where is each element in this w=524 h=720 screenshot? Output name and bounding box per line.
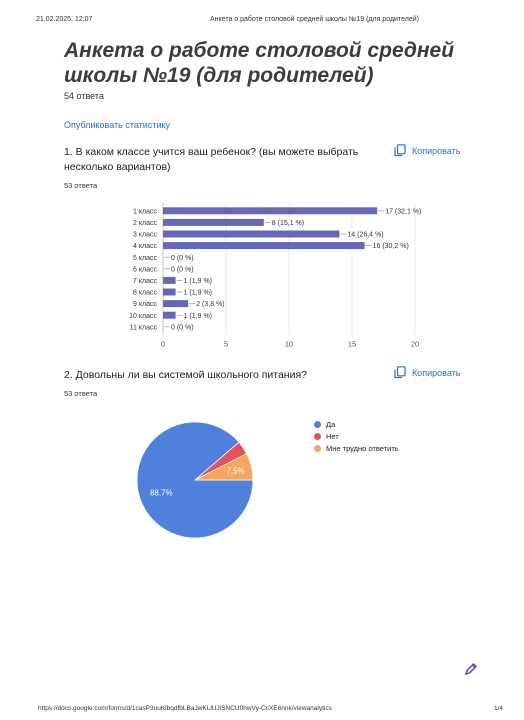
data-label: 0 (0 %) (171, 266, 194, 273)
data-label: 1 (1,9 %) (184, 313, 212, 320)
category-label: 10 класс (129, 313, 157, 320)
pie-slice (194, 453, 254, 481)
bar (163, 311, 176, 319)
bar (163, 242, 365, 250)
question-2-response-count: 53 ответа (64, 389, 98, 398)
copy-button-q1[interactable]: Копировать (394, 144, 460, 157)
data-label: 1 (1,9 %) (184, 278, 212, 285)
x-tick-label: 15 (348, 340, 356, 349)
legend-item-da: Да (314, 418, 399, 430)
legend-label: Мне трудно ответить (326, 443, 399, 453)
print-page-title: Анкета о работе столовой средней школы №… (210, 16, 419, 23)
category-label: 1 класс (133, 208, 157, 215)
form-title: Анкета о работе столовой средней школы №… (64, 39, 455, 87)
data-label: 1 (1,9 %) (184, 290, 212, 297)
question-1-title: 1. В каком классе учится ваш ребенок? (в… (64, 146, 359, 173)
bar (163, 218, 264, 226)
pie-slice-label: 88,7% (150, 488, 173, 497)
pie-legend: Да Нет Мне трудно ответить (314, 418, 399, 454)
publish-statistics-link[interactable]: Опубликовать статистику (64, 120, 171, 130)
pie-chart-satisfaction: 88,7% 7,5% (136, 421, 254, 539)
data-label: 8 (15,1 %) (272, 220, 304, 227)
question-1-response-count: 53 ответа (64, 181, 98, 190)
category-label: 7 класс (133, 278, 157, 285)
category-label: 9 класс (133, 301, 157, 308)
category-label: 3 класс (133, 232, 157, 239)
copy-icon (394, 144, 406, 157)
x-tick-label: 20 (411, 340, 419, 349)
bar-chart-grade: 0 5 10 15 20 1 класс 17 (32,1 %) 2 класс 8 (15,1… (129, 203, 421, 349)
data-label: 14 (26,4 %) (347, 232, 383, 239)
pie-slice-label: 7,5% (226, 466, 244, 475)
print-url: https://docs.google.com/forms/d/1casP3uu… (38, 705, 332, 712)
legend-item-net: Нет (314, 430, 399, 442)
print-page-number: 1/4 (494, 705, 504, 712)
copy-button-label: Копировать (412, 367, 461, 378)
edit-pencil-icon[interactable] (464, 662, 478, 676)
data-label: 17 (32,1 %) (385, 208, 421, 215)
data-label: 0 (0 %) (171, 255, 194, 262)
x-tick-label: 0 (161, 340, 165, 349)
copy-icon (394, 366, 406, 379)
print-datetime: 21.02.2025, 12:07 (36, 16, 93, 23)
legend-swatch (314, 444, 321, 452)
bar (163, 230, 340, 238)
legend-item-hard-to-say: Мне трудно ответить (314, 442, 399, 454)
copy-button-label: Копировать (412, 145, 461, 156)
x-tick-label: 5 (224, 340, 228, 349)
x-tick-label: 10 (285, 340, 293, 349)
category-label: 11 класс (130, 324, 158, 331)
legend-label: Нет (326, 431, 339, 441)
legend-label: Да (326, 419, 336, 429)
legend-swatch (314, 420, 321, 428)
question-2-title: 2. Довольны ли вы системой школьного пит… (64, 369, 307, 381)
category-label: 6 класс (133, 266, 157, 273)
category-label: 5 класс (133, 255, 157, 262)
category-label: 2 класс (133, 220, 157, 227)
form-response-count: 54 ответа (64, 91, 104, 101)
bar (163, 276, 176, 284)
bar (163, 288, 176, 296)
category-label: 4 класс (133, 243, 157, 250)
data-label: 0 (0 %) (171, 324, 194, 331)
legend-swatch (314, 432, 321, 440)
bar (163, 300, 189, 308)
copy-button-q2[interactable]: Копировать (394, 366, 460, 379)
bar (163, 207, 378, 215)
data-label: 16 (30,2 %) (373, 243, 409, 250)
category-label: 8 класс (133, 290, 157, 297)
data-label: 2 (3,8 %) (196, 301, 224, 308)
